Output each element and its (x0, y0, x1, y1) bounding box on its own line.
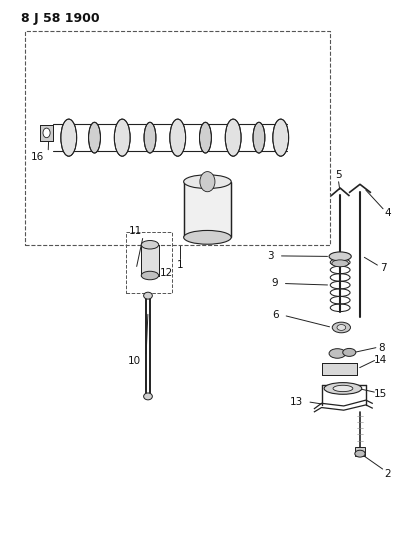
Ellipse shape (89, 122, 101, 153)
Ellipse shape (225, 119, 241, 156)
Ellipse shape (273, 119, 288, 156)
Text: 13: 13 (290, 397, 303, 407)
Text: 16: 16 (31, 152, 44, 161)
Ellipse shape (144, 122, 156, 153)
Ellipse shape (141, 240, 159, 249)
Text: 12: 12 (160, 269, 173, 278)
Ellipse shape (184, 230, 231, 244)
Text: 1: 1 (176, 261, 183, 270)
Ellipse shape (333, 385, 353, 392)
Bar (355, 447, 365, 456)
Ellipse shape (61, 119, 77, 156)
Ellipse shape (324, 383, 362, 394)
Bar (40, 125, 53, 141)
Ellipse shape (337, 325, 346, 330)
Text: 2: 2 (384, 470, 391, 479)
Bar (40, 125, 53, 141)
Text: 4: 4 (384, 208, 391, 219)
Bar (126, 232, 172, 293)
Ellipse shape (355, 450, 365, 457)
Text: 3: 3 (267, 251, 274, 261)
Bar (322, 363, 357, 375)
Ellipse shape (170, 119, 186, 156)
Ellipse shape (144, 292, 152, 299)
Bar (25, 30, 330, 245)
Ellipse shape (343, 349, 356, 357)
Bar (141, 245, 159, 276)
Bar (184, 182, 231, 237)
Text: 15: 15 (373, 389, 387, 399)
Ellipse shape (114, 119, 130, 156)
Ellipse shape (332, 260, 348, 266)
Ellipse shape (332, 322, 350, 333)
Text: 7: 7 (379, 263, 386, 272)
Text: 9: 9 (271, 278, 278, 288)
Text: 8: 8 (378, 343, 385, 353)
Text: 11: 11 (129, 226, 142, 236)
Ellipse shape (329, 349, 346, 358)
Ellipse shape (253, 122, 265, 153)
Text: 8 J 58 1900: 8 J 58 1900 (21, 12, 100, 25)
Ellipse shape (144, 393, 152, 400)
Ellipse shape (141, 271, 159, 280)
Text: 6: 6 (272, 310, 279, 320)
Circle shape (43, 128, 50, 138)
Bar (322, 363, 357, 375)
Ellipse shape (200, 122, 211, 153)
Bar (184, 182, 231, 237)
Text: 5: 5 (335, 171, 342, 180)
Circle shape (200, 172, 215, 192)
Bar (141, 245, 159, 276)
Text: 10: 10 (128, 356, 141, 366)
Text: 14: 14 (373, 356, 387, 365)
Ellipse shape (329, 252, 351, 261)
Ellipse shape (184, 175, 231, 189)
